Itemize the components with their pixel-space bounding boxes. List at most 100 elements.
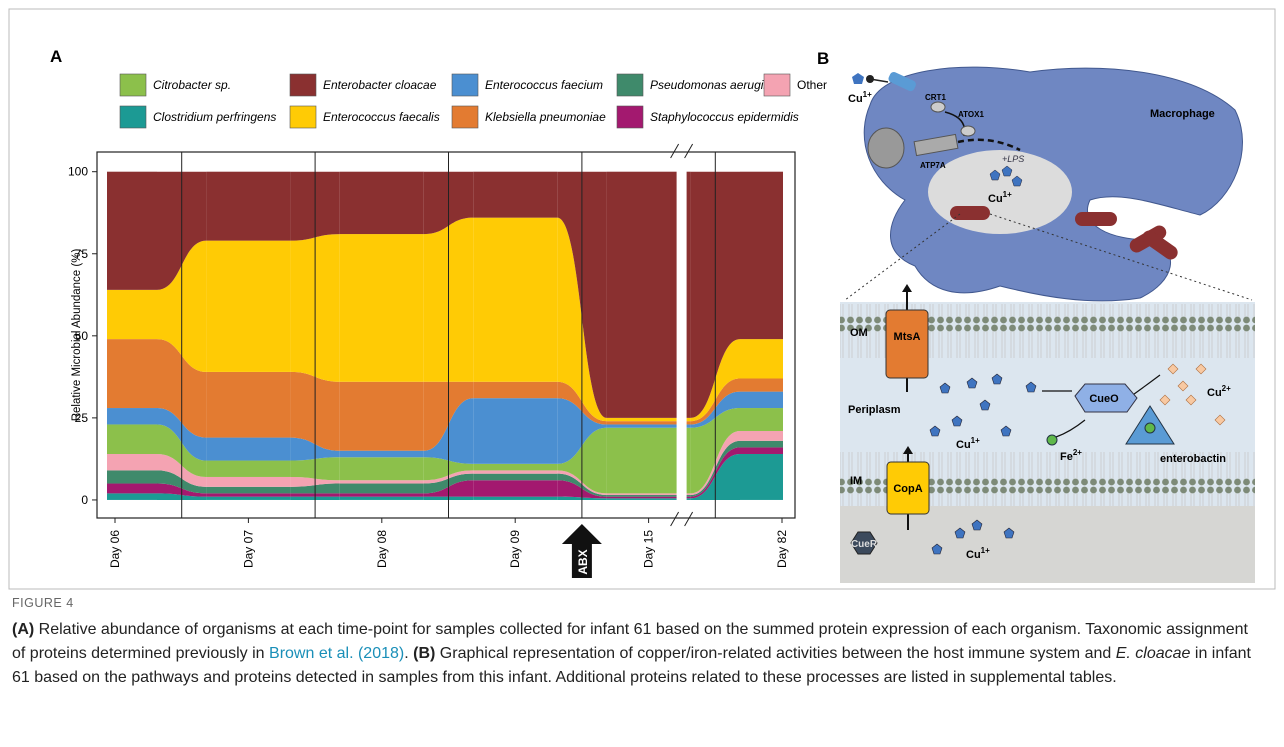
flow-block — [339, 381, 424, 451]
bacterium — [950, 206, 990, 220]
caption-text: Relative abundance of organisms at each … — [12, 621, 1248, 662]
axis-break — [676, 148, 687, 544]
label: CueO — [1089, 393, 1119, 405]
bacterium — [1075, 212, 1117, 226]
flow-block — [740, 447, 783, 454]
label: CopA — [893, 483, 922, 495]
flow-block — [206, 437, 291, 461]
flow-block — [206, 240, 291, 372]
caption-text: in infant 61 based on the pathways and p… — [12, 645, 1251, 686]
flow-block — [606, 495, 691, 497]
flow-block — [339, 171, 424, 235]
label: ATOX1 — [958, 110, 984, 119]
legend-swatch — [289, 105, 317, 129]
label: 1+ — [971, 436, 980, 445]
annotation: ABX — [576, 549, 590, 574]
x-tick-label: Day 09 — [508, 530, 522, 568]
caption-italic: E. cloacae — [1115, 645, 1191, 662]
flow-block — [107, 339, 157, 409]
flow-block — [339, 234, 424, 382]
label: MtsA — [894, 331, 921, 343]
label: IM — [850, 475, 862, 487]
label: Cu1+ — [956, 436, 980, 451]
legend-swatch — [451, 73, 479, 97]
label: ATP7A — [920, 161, 946, 170]
label: Fe — [1060, 451, 1073, 463]
flow-block — [606, 421, 691, 425]
mtsa — [885, 309, 929, 379]
legend-label: Other — [797, 78, 827, 92]
x-tick-label: Day 08 — [375, 530, 389, 568]
connector — [869, 78, 889, 83]
flow-block — [107, 289, 157, 340]
legend-swatch — [763, 73, 791, 97]
flow-block — [606, 498, 691, 500]
flow-block — [740, 391, 783, 409]
caption: FIGURE 4 (A) Relative abundance of organ… — [12, 596, 1252, 690]
legend-swatch — [451, 105, 479, 129]
y-tick-label: 50 — [75, 329, 89, 343]
label: 1+ — [1003, 190, 1012, 199]
label: Cu — [848, 93, 863, 105]
cueo — [1074, 383, 1138, 413]
iron — [1144, 422, 1156, 434]
label: Cu1+ — [966, 546, 990, 561]
flow-block — [107, 408, 157, 425]
flow-block — [206, 371, 291, 438]
flow-block — [339, 480, 424, 484]
flow-block — [473, 463, 558, 471]
legend-swatch — [119, 73, 147, 97]
flow-block — [740, 171, 783, 340]
flow-block — [606, 493, 691, 496]
flow-block — [473, 398, 558, 464]
arrowhead — [903, 446, 913, 454]
flow-block — [339, 496, 424, 500]
legend-label: Enterococcus faecalis — [323, 110, 440, 124]
label: Cu1+ — [848, 90, 872, 105]
legend-label: Enterococcus faecium — [485, 78, 603, 92]
x-tick-label: Day 06 — [108, 530, 122, 568]
label: Fe2+ — [1060, 448, 1082, 463]
flow-block — [339, 450, 424, 458]
flow-block — [206, 171, 291, 241]
y-tick-label: 0 — [81, 493, 88, 507]
x-tick-label: Day 82 — [775, 530, 789, 568]
bacterium — [1142, 230, 1178, 260]
transporter — [888, 71, 916, 92]
cuer — [850, 531, 878, 555]
caption-label: (A) — [12, 621, 35, 638]
panel-label: A — [50, 47, 62, 66]
cytoplasm — [840, 506, 1255, 583]
panel-label: B — [817, 49, 829, 68]
annotation-arrow — [561, 524, 602, 578]
zoom-line — [844, 213, 961, 301]
flow-block — [206, 496, 291, 500]
iron — [1046, 434, 1058, 446]
arrow — [1055, 419, 1086, 438]
flow-block — [473, 171, 558, 218]
phagosome — [928, 150, 1072, 234]
flow-block — [606, 417, 691, 422]
panel-b: B Macrophage Cu1+ CRT1 ATOX1 ATP7A +LPS … — [817, 49, 1255, 583]
legend-swatch — [119, 105, 147, 129]
arrow — [957, 138, 1021, 152]
label: Cu1+ — [988, 190, 1012, 205]
y-tick-label: 100 — [68, 165, 88, 179]
citation-link[interactable]: Brown et al. (2018) — [269, 645, 405, 662]
flow-block — [473, 480, 558, 497]
chart-a: A Relative Microbial Abundance (%) 0 25 50… — [50, 47, 827, 578]
flow-block — [107, 453, 157, 471]
flow-block — [107, 171, 157, 290]
label: 1+ — [981, 546, 990, 555]
label: Periplasm — [848, 404, 901, 416]
flow-block — [473, 470, 558, 474]
copper-ion — [852, 73, 864, 84]
y-tick-label: 25 — [75, 411, 89, 425]
label: OM — [850, 327, 868, 339]
flow-block — [107, 424, 157, 454]
label: 1+ — [863, 90, 872, 99]
flow-block — [606, 496, 691, 499]
legend-label: Klebsiella pneumoniae — [485, 110, 606, 124]
legend-swatch — [616, 105, 644, 129]
